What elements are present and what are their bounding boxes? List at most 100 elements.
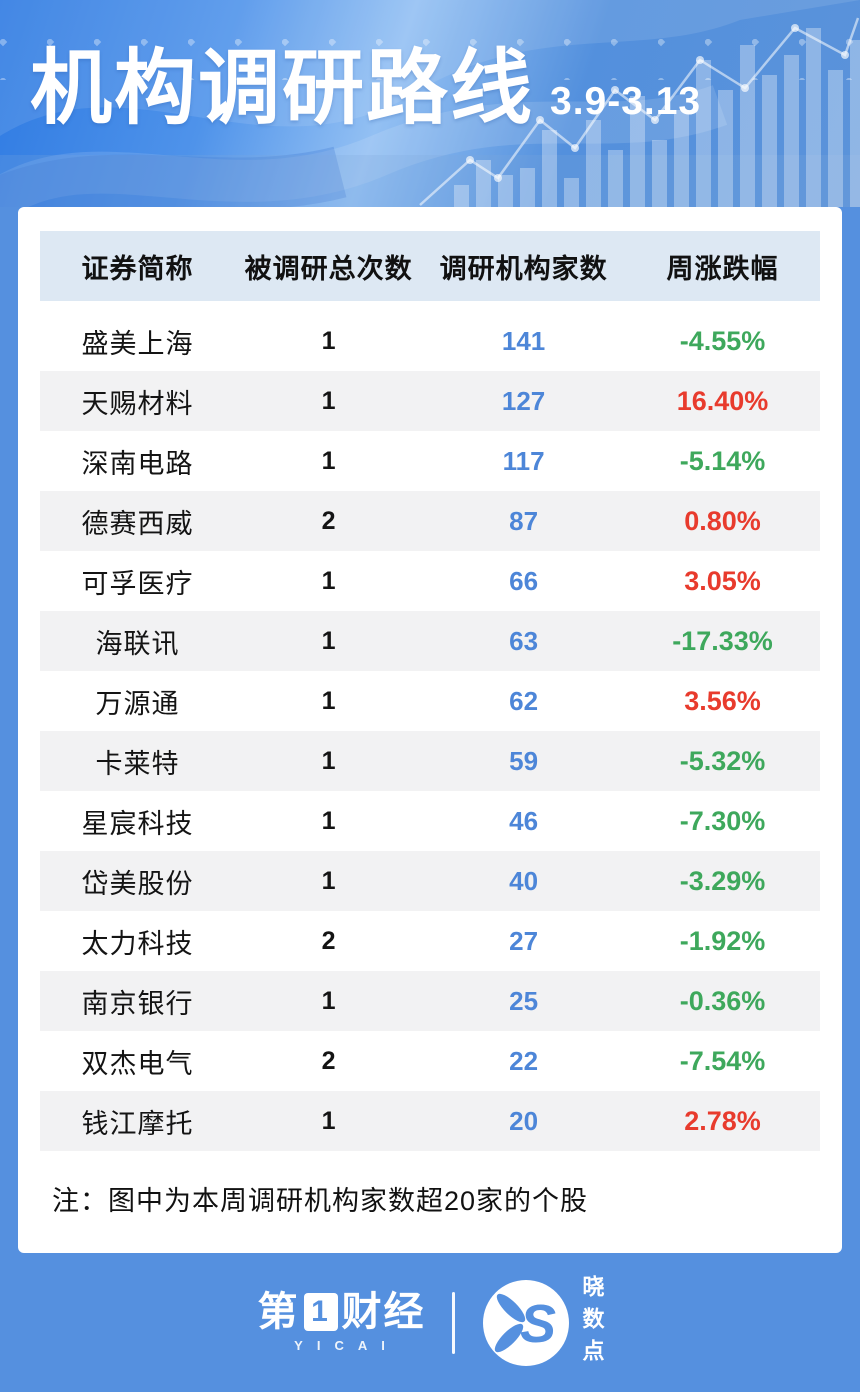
yicai-logo: 第 1 财经 YICAI: [258, 1292, 426, 1353]
institution-count: 127: [501, 385, 546, 416]
institution-count: 141: [501, 325, 546, 356]
stock-name: 海联讯: [95, 628, 180, 659]
stock-name: 双杰电气: [81, 1048, 194, 1079]
stock-name: 太力科技: [81, 928, 194, 959]
yicai-logo-char-post: 财经: [341, 1290, 426, 1334]
change-value: -5.14%: [679, 445, 766, 476]
research-times: 2: [321, 926, 336, 955]
change-value: -4.55%: [679, 325, 766, 356]
research-times: 1: [321, 746, 336, 775]
yicai-logo-text: 第 1 财经: [258, 1292, 426, 1332]
change-value: 3.05%: [684, 565, 761, 596]
change-value: 16.40%: [676, 385, 769, 416]
footer-divider: [451, 1291, 455, 1354]
table-row: 星宸科技 1 46 -7.30%: [40, 791, 820, 851]
table-body: 盛美上海 1 141 -4.55% 天赐材料 1 127 16.40% 深南电路…: [40, 311, 820, 1151]
header-content: 机构调研路线 3.9-3.13: [30, 43, 702, 134]
table-row: 南京银行 1 25 -0.36%: [40, 971, 820, 1031]
yicai-logo-char-pre: 第: [257, 1290, 300, 1334]
table-row: 钱江摩托 1 20 2.78%: [40, 1091, 820, 1151]
column-header-stock: 证券简称: [81, 253, 194, 284]
table-row: 太力科技 2 27 -1.92%: [40, 911, 820, 971]
institution-count: 59: [509, 745, 539, 776]
stock-name: 万源通: [95, 688, 180, 719]
data-card: 证券简称 被调研总次数 调研机构家数 周涨跌幅 盛美上海 1 141 -4.55…: [18, 207, 842, 1253]
table-row: 万源通 1 62 3.56%: [40, 671, 820, 731]
header-bottom-band: [0, 155, 860, 207]
table-row: 天赐材料 1 127 16.40%: [40, 371, 820, 431]
stock-name: 岱美股份: [81, 868, 194, 899]
research-times: 1: [321, 1106, 336, 1135]
change-value: 3.56%: [684, 685, 761, 716]
header-chart-decoration: [0, 0, 860, 207]
footnote: 注：图中为本周调研机构家数超20家的个股: [52, 1186, 589, 1216]
stock-name: 深南电路: [81, 448, 194, 479]
institution-count: 25: [509, 985, 539, 1016]
yicai-logo-one-icon: 1: [303, 1293, 338, 1331]
research-times: 1: [321, 446, 336, 475]
stock-name: 盛美上海: [81, 328, 194, 359]
research-times: 1: [321, 326, 336, 355]
institution-count: 117: [502, 445, 545, 476]
bar-chart-decoration: [454, 28, 860, 207]
institution-count: 87: [509, 505, 539, 536]
institution-count: 40: [509, 865, 539, 896]
change-value: -7.30%: [679, 805, 766, 836]
research-times: 1: [321, 806, 336, 835]
wave-shape: [0, 146, 347, 207]
dot-pattern: [0, 8, 860, 80]
table-row: 岱美股份 1 40 -3.29%: [40, 851, 820, 911]
stock-name: 可孚医疗: [81, 568, 194, 599]
svg-text:S: S: [519, 1294, 555, 1354]
xiaoshudian-circle-icon: S: [482, 1279, 569, 1366]
change-value: -7.54%: [679, 1045, 766, 1076]
column-header-change: 周涨跌幅: [666, 253, 779, 284]
wave-shape: [0, 85, 728, 207]
change-value: -5.32%: [679, 745, 766, 776]
stock-name: 钱江摩托: [81, 1108, 194, 1139]
table-row: 可孚医疗 1 66 3.05%: [40, 551, 820, 611]
column-header-institutions: 调研机构家数: [439, 253, 608, 284]
table-row: 盛美上海 1 141 -4.55%: [40, 311, 820, 371]
stock-name: 卡莱特: [95, 748, 180, 779]
institution-count: 22: [509, 1045, 539, 1076]
stock-name: 南京银行: [81, 988, 194, 1019]
institution-count: 20: [509, 1105, 539, 1136]
table-row: 卡莱特 1 59 -5.32%: [40, 731, 820, 791]
change-value: -0.36%: [679, 985, 766, 1016]
footer-bar: 第 1 财经 YICAI S 晓数点: [0, 1253, 860, 1392]
institution-count: 27: [509, 925, 539, 956]
date-range: 3.9-3.13: [550, 80, 702, 124]
research-times: 1: [321, 626, 336, 655]
header-banner: 机构调研路线 3.9-3.13: [0, 0, 860, 207]
research-times: 1: [321, 986, 336, 1015]
institution-count: 66: [509, 565, 539, 596]
change-value: -3.29%: [679, 865, 766, 896]
yicai-logo-latin: YICAI: [294, 1338, 399, 1353]
stock-name: 星宸科技: [81, 808, 194, 839]
research-times: 1: [321, 566, 336, 595]
stock-name: 德赛西威: [81, 508, 194, 539]
change-value: 0.80%: [684, 505, 761, 536]
wave-shape: [0, 0, 860, 137]
change-value: -17.33%: [672, 625, 773, 656]
research-times: 1: [321, 686, 336, 715]
institution-count: 63: [509, 625, 539, 656]
research-times: 1: [321, 866, 336, 895]
table-row: 深南电路 1 117 -5.14%: [40, 431, 820, 491]
research-times: 1: [321, 386, 336, 415]
change-value: -1.92%: [679, 925, 766, 956]
xiaoshudian-logo: S 晓数点: [481, 1274, 605, 1371]
xiaoshudian-name: 晓数点: [579, 1274, 605, 1371]
table-row: 海联讯 1 63 -17.33%: [40, 611, 820, 671]
change-value: 2.78%: [684, 1105, 761, 1136]
research-times: 2: [321, 506, 336, 535]
line-chart-decoration: [419, 17, 860, 206]
table-header-row: 证券简称 被调研总次数 调研机构家数 周涨跌幅: [40, 231, 820, 301]
table-row: 德赛西威 2 87 0.80%: [40, 491, 820, 551]
research-times: 2: [321, 1046, 336, 1075]
table-row: 双杰电气 2 22 -7.54%: [40, 1031, 820, 1091]
institution-count: 62: [509, 685, 539, 716]
stock-name: 天赐材料: [81, 388, 194, 419]
page-title: 机构调研路线: [30, 43, 535, 134]
